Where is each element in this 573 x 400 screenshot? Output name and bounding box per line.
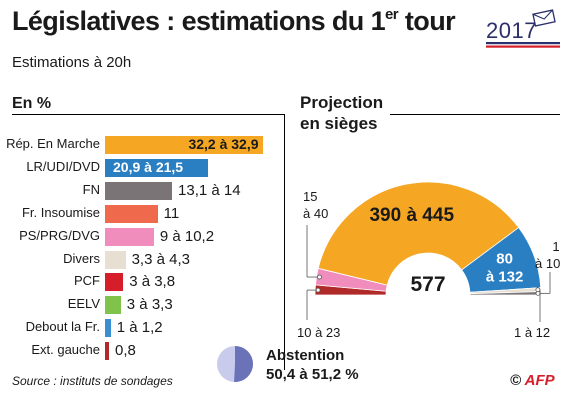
hemicycle-segment-label: 80 <box>496 251 513 268</box>
year-badge-text: 2017 <box>486 18 537 43</box>
bar-row: Ext. gauche 0,8 <box>0 341 285 363</box>
abstention-value: 50,4 à 51,2 % <box>266 366 359 383</box>
leader-dot <box>317 274 322 280</box>
source-note: Source : instituts de sondages <box>12 374 173 388</box>
bar-value-label: 3,3 à 4,3 <box>131 250 190 268</box>
bar-category-label: EELV <box>67 296 100 312</box>
bar-value-label: 11 <box>163 204 180 222</box>
credit-prefix: © <box>510 372 525 389</box>
bar-value-label: 1 à 1,2 <box>116 319 163 337</box>
bar <box>105 250 126 269</box>
leader-dot <box>315 287 321 293</box>
hemicycle-total: 577 <box>410 273 445 296</box>
divider <box>390 114 560 115</box>
bar-value-label: 13,1 à 14 <box>178 181 241 199</box>
seat-label-right-top: 1 <box>552 239 560 254</box>
bar <box>105 227 154 246</box>
bar-category-label: Ext. gauche <box>31 342 100 358</box>
bar-category-label: Divers <box>63 250 100 266</box>
bar-value-label: 3 à 3,8 <box>129 273 176 291</box>
bar-category-label: PS/PRG/DVG <box>19 227 100 243</box>
bar-row: LR/UDI/DVD 20,9 à 21,5 <box>0 158 285 180</box>
bar <box>105 136 263 154</box>
divider <box>12 114 284 115</box>
ballot-envelope-icon <box>532 9 556 27</box>
bar-value-label: 9 à 10,2 <box>159 227 215 245</box>
bar-value-label: 32,2 à 32,9 <box>188 136 259 152</box>
seat-label-left-top: 15 à 40 <box>303 189 329 221</box>
hemicycle-segment <box>317 181 520 286</box>
bar-row: FN 13,1 à 14 <box>0 181 285 203</box>
seat-label-right-top-2: à 10 <box>535 256 561 271</box>
bar <box>105 204 158 223</box>
bar <box>105 319 111 338</box>
bar-row: Rép. En Marche 32,2 à 32,9 <box>0 135 285 157</box>
bar <box>105 296 121 315</box>
hemicycle-segment-label: 390 à 445 <box>369 205 454 226</box>
bar-chart-title: En % <box>12 95 52 112</box>
bar-value-label: 3 à 3,3 <box>126 296 173 314</box>
bar-category-label: PCF <box>74 273 100 289</box>
hemicycle-title-line: Projection <box>300 93 384 112</box>
bar-row: PCF 3 à 3,8 <box>0 272 285 294</box>
seat-label-right-bottom: 1 à 12 <box>514 325 551 340</box>
subtitle: Estimations à 20h <box>12 54 132 71</box>
hemicycle-title-line: en sièges <box>300 114 378 133</box>
bar-row: Divers 3,3 à 4,3 <box>0 250 285 272</box>
flag-stripe-blue <box>486 42 560 45</box>
hemicycle-segment <box>469 291 542 296</box>
bar-value-label: 0,8 <box>115 342 136 360</box>
bar-category-label: FN <box>82 181 100 197</box>
afp-logo: AFP <box>524 372 555 389</box>
seat-label-left-bottom: 10 à 23 <box>297 325 341 340</box>
bar-category-label: Debout la Fr. <box>25 319 100 335</box>
abstention-pie-slice <box>234 346 254 382</box>
page-title: Législatives : estimations du 1er tour <box>12 6 456 36</box>
abstention-pie-icon <box>217 346 254 382</box>
leader-dot <box>535 287 541 293</box>
bar <box>105 273 124 292</box>
bar <box>105 342 109 361</box>
hemicycle-segment-label: à 132 <box>486 269 524 286</box>
bar-category-label: LR/UDI/DVD <box>26 158 100 174</box>
divider-vertical <box>284 114 285 370</box>
year-badge: 2017 <box>486 9 560 48</box>
bar-category-label: Rép. En Marche <box>6 136 100 151</box>
hemicycle-title: Projection en sièges <box>300 92 383 134</box>
flag-stripe-red <box>486 45 560 48</box>
bar-row: Debout la Fr. 1 à 1,2 <box>0 318 285 340</box>
bar <box>105 181 173 200</box>
bar-row: PS/PRG/DVG 9 à 10,2 <box>0 227 285 249</box>
bar <box>105 158 208 177</box>
bar-row: EELV 3 à 3,3 <box>0 295 285 317</box>
abstention-label: Abstention <box>266 347 345 364</box>
bar-value-label: 20,9 à 21,5 <box>113 158 184 175</box>
bar-row: Fr. Insoumise 11 <box>0 204 285 226</box>
bar-category-label: Fr. Insoumise <box>21 204 100 220</box>
credit: © AFP <box>510 372 555 389</box>
